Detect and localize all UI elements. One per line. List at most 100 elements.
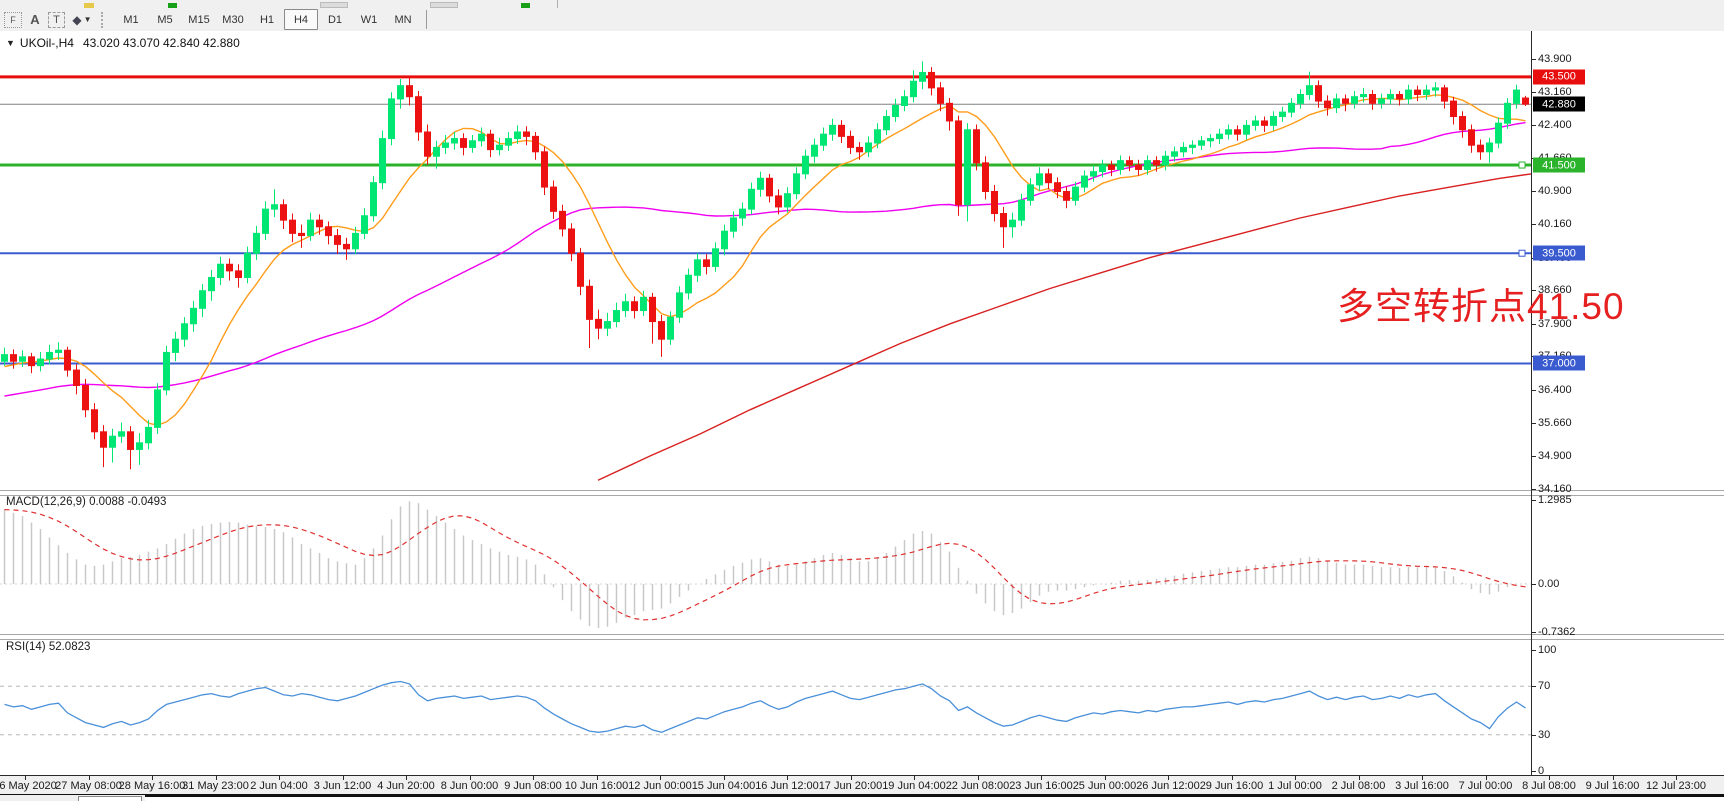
price-tag-43.500: 43.500: [1533, 69, 1585, 85]
symbol-name: UKOil-,H4: [19, 36, 74, 50]
hline-handle[interactable]: [1518, 161, 1526, 169]
time-tick: [787, 776, 788, 780]
macd-axis-label: 1.2985: [1538, 494, 1572, 507]
macd-tick: [1531, 584, 1536, 585]
price-axis-label: 43.900: [1538, 53, 1572, 66]
ma-mid-line: [4, 121, 1526, 397]
timeframe-button-m5[interactable]: M5: [157, 13, 173, 26]
timeframe-button-h4[interactable]: H4: [284, 9, 318, 30]
time-axis-label: 3 Jun 12:00: [313, 780, 372, 792]
rsi-label: RSI(14) 52.0823: [6, 641, 91, 653]
candles: [1, 61, 1529, 470]
price-tick: [1531, 456, 1536, 458]
macd-pane[interactable]: [0, 493, 1531, 634]
time-tick: [660, 776, 661, 780]
time-tick: [1358, 776, 1360, 780]
time-axis-line: [0, 775, 1724, 776]
time-axis-label: 15 Jun 04:00: [691, 780, 756, 792]
upper-toolbar-sliver: [0, 0, 1724, 8]
time-tick: [469, 776, 471, 780]
price-axis-label: 35.660: [1538, 416, 1572, 429]
price-tag-41.500: 41.500: [1533, 157, 1585, 173]
rsi-tick: [1531, 771, 1536, 772]
rsi-line: [4, 680, 1526, 733]
price-tag-39.500: 39.500: [1533, 245, 1585, 261]
price-axis-label: 38.660: [1538, 284, 1572, 297]
time-axis-label: 8 Jul 08:00: [1522, 780, 1576, 792]
time-tick: [596, 776, 598, 780]
time-axis-label: 8 Jun 00:00: [440, 780, 499, 792]
time-tick: [279, 776, 280, 780]
time-axis-label: 27 May 08:00: [55, 780, 122, 792]
time-axis-label: 26 Jun 12:00: [1136, 780, 1200, 792]
time-axis-label: 22 Jun 08:00: [945, 780, 1010, 792]
time-tick: [1422, 776, 1423, 780]
macd-tick: [1531, 500, 1536, 502]
time-axis-label: 9 Jul 16:00: [1585, 780, 1640, 792]
time-axis-label: 17 Jun 20:00: [818, 780, 883, 792]
timeframe-button-d1[interactable]: D1: [327, 13, 343, 26]
time-axis-label: 7 Jul 00:00: [1458, 780, 1513, 792]
time-tick: [1295, 776, 1296, 780]
time-axis-label: 4 Jun 20:00: [377, 780, 435, 792]
macd-signal-line: [4, 509, 1526, 621]
time-tick: [977, 776, 979, 780]
time-axis-label: 28 May 16:00: [118, 780, 186, 792]
price-axis-label: 34.900: [1538, 450, 1572, 463]
price-axis-label: 40.900: [1538, 185, 1572, 198]
ma-slow-line: [597, 173, 1531, 481]
price-axis-label: 34.160: [1538, 482, 1572, 495]
terminal-fragment: [145, 795, 1724, 801]
hline-handle[interactable]: [1518, 249, 1526, 257]
rsi-pane[interactable]: [0, 638, 1531, 775]
macd-label: MACD(12,26,9) 0.0088 -0.0493: [6, 496, 167, 508]
time-tick: [1041, 776, 1042, 780]
time-tick: [215, 776, 217, 780]
price-axis-label: 43.160: [1538, 85, 1572, 98]
price-tag-37.000: 37.000: [1533, 355, 1585, 371]
time-axis-label: 25 Jun 00:00: [1072, 780, 1137, 792]
price-tag-42.880: 42.880: [1533, 96, 1585, 112]
time-axis-label: 19 Jun 04:00: [882, 780, 946, 792]
time-tick: [850, 776, 852, 780]
pane-separator-rsi[interactable]: [0, 634, 1724, 640]
timeframe-button-mn[interactable]: MN: [394, 13, 412, 26]
time-axis-label: 23 Jun 16:00: [1009, 780, 1073, 792]
symbol-ohlc: 43.020 43.070 42.840 42.880: [82, 36, 240, 50]
chart-annotation-text[interactable]: 多空转折点41.50: [1337, 286, 1625, 327]
timeframe-button-w1[interactable]: W1: [360, 13, 378, 26]
time-axis-label: 26 May 2020: [0, 780, 57, 792]
price-pane[interactable]: [0, 31, 1531, 490]
time-axis-label: 1 Jul 00:00: [1268, 780, 1322, 792]
shapes-tool-icon[interactable]: ◆ ▼: [72, 12, 92, 27]
price-axis-label: 36.400: [1538, 383, 1572, 396]
time-axis-label: 12 Jun 00:00: [628, 780, 692, 792]
price-tick: [1531, 290, 1536, 292]
rsi-axis-label: 100: [1538, 644, 1557, 656]
quote-dropdown-icon[interactable]: ▼: [6, 38, 15, 48]
timeframe-button-m1[interactable]: M1: [123, 13, 139, 26]
price-tick: [1531, 224, 1536, 226]
pane-separator-macd[interactable]: [0, 490, 1724, 496]
terminal-panel-sliver: [0, 794, 1724, 801]
timeframe-button-m15[interactable]: M15: [188, 13, 210, 26]
time-tick: [1231, 776, 1233, 780]
price-tick: [1531, 191, 1536, 193]
time-axis-label: 2 Jun 04:00: [250, 780, 308, 792]
text-tool-icon[interactable]: T: [48, 11, 65, 28]
price-tick: [1531, 488, 1536, 490]
macd-histogram: [3, 501, 1527, 628]
time-tick: [723, 776, 725, 780]
rsi-tick: [1531, 734, 1536, 736]
crosshair-tool-icon[interactable]: F: [4, 11, 22, 28]
timeframe-button-h1[interactable]: H1: [259, 13, 275, 26]
time-axis-label: 3 Jul 16:00: [1395, 780, 1449, 792]
time-tick: [533, 776, 534, 780]
price-tick: [1531, 125, 1536, 127]
text-label-tool-icon[interactable]: A: [30, 12, 40, 27]
timeframe-button-m30[interactable]: M30: [222, 13, 244, 26]
price-axis-line: [1531, 31, 1532, 775]
toolbar-grip: [101, 11, 110, 28]
time-axis-label: 2 Jul 08:00: [1331, 780, 1386, 792]
time-axis-label: 29 Jun 16:00: [1199, 780, 1264, 792]
